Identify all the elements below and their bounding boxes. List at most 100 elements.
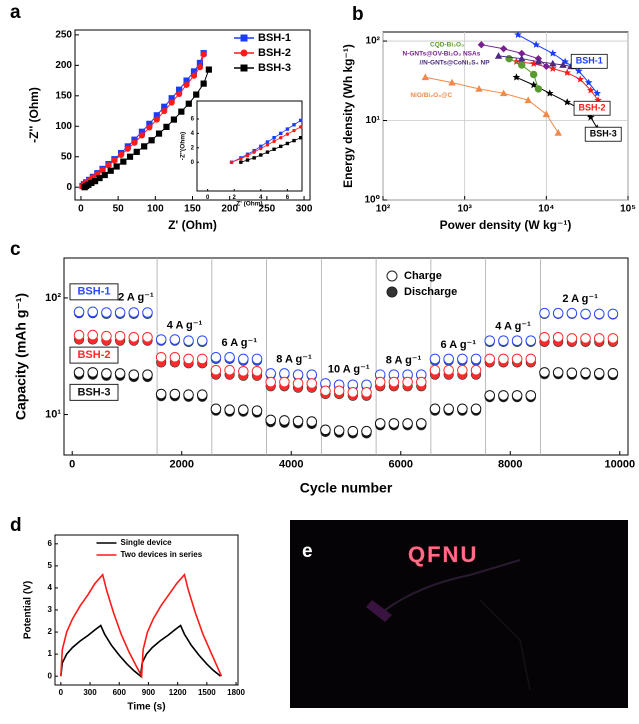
charge-point <box>73 306 85 318</box>
charge-point <box>196 335 208 346</box>
charge-point <box>593 367 605 379</box>
marker <box>559 61 567 68</box>
marker <box>272 139 276 144</box>
x-tick-label: 0 <box>59 688 64 697</box>
charge-point <box>402 376 413 388</box>
charge-point <box>580 333 591 344</box>
x-tick-label: 150 <box>184 204 201 215</box>
charge-point <box>470 364 482 376</box>
y-tick-label: 10¹ <box>45 408 61 420</box>
charge-point <box>457 364 468 376</box>
charge-point <box>142 369 153 380</box>
marker <box>200 80 207 87</box>
charge-point <box>128 369 140 380</box>
marker <box>542 62 550 71</box>
marker <box>105 162 112 169</box>
charge-point <box>539 331 550 343</box>
legend-label: Two devices in series <box>121 550 203 559</box>
charge-point <box>484 390 496 401</box>
rate-label: 6 A g⁻¹ <box>440 339 476 351</box>
marker <box>183 81 190 88</box>
marker <box>298 125 303 129</box>
charge-point <box>580 308 591 320</box>
marker <box>593 89 602 97</box>
rate-label: 4 A g⁻¹ <box>167 319 203 331</box>
marker <box>576 75 585 83</box>
label-box <box>69 346 119 364</box>
charge-point <box>114 330 126 342</box>
marker <box>259 153 263 157</box>
marker <box>196 64 204 71</box>
label-box <box>570 53 608 69</box>
y-tick-label: 10⁰ <box>364 195 380 206</box>
marker <box>146 124 153 131</box>
charge-point <box>142 331 153 343</box>
panel-letter: e <box>302 541 313 562</box>
marker <box>229 160 234 164</box>
charge-point <box>251 365 263 377</box>
plot-area <box>196 100 303 192</box>
photo-device <box>366 600 392 622</box>
y-tick-label: 150 <box>55 90 72 101</box>
marker <box>193 91 200 98</box>
y-tick-label: 10¹ <box>366 115 381 126</box>
x-tick-label: 10⁴ <box>538 204 554 215</box>
charge-point <box>539 367 550 378</box>
charge-point <box>429 403 441 415</box>
marker <box>153 116 160 123</box>
charge-point <box>238 365 249 377</box>
marker <box>272 136 276 140</box>
marker <box>298 136 303 140</box>
marker <box>532 40 540 48</box>
charge-point <box>292 378 304 389</box>
x-tick-label: 250 <box>259 204 276 215</box>
marker <box>563 98 571 106</box>
marker <box>545 89 554 97</box>
x-tick-label: 1500 <box>198 688 216 697</box>
charge-point <box>525 390 537 401</box>
charge-point <box>292 369 304 380</box>
legend-marker <box>386 270 398 282</box>
marker <box>500 45 508 53</box>
y-tick-label: 10² <box>45 292 61 304</box>
plot-area <box>54 534 239 686</box>
charge-point <box>443 364 454 376</box>
charge-point <box>415 418 427 429</box>
legend-label: Discharge <box>404 286 457 298</box>
charge-point <box>415 376 427 388</box>
charge-point <box>443 403 454 415</box>
y-tick-label: 100 <box>55 121 72 132</box>
marker <box>133 148 140 155</box>
marker <box>111 157 118 164</box>
charge-point <box>498 390 509 401</box>
y-axis-label: Potential (V) <box>23 581 34 639</box>
charge-point <box>607 367 619 379</box>
charge-point <box>101 330 112 342</box>
charge-point <box>607 308 619 320</box>
marker <box>549 59 557 67</box>
charge-point <box>306 369 318 380</box>
marker <box>148 137 155 144</box>
charge-point <box>484 335 496 346</box>
y-tick-label: 0 <box>48 671 53 680</box>
marker <box>285 132 290 136</box>
marker <box>118 151 125 159</box>
y-tick-label: 50 <box>61 151 73 162</box>
charge-point <box>566 367 578 379</box>
charge-point <box>196 353 208 365</box>
charge-point <box>169 388 181 400</box>
marker <box>265 143 270 147</box>
marker <box>200 51 207 58</box>
x-tick-label: 0 <box>69 459 75 471</box>
marker <box>292 128 296 133</box>
charge-point <box>238 353 249 365</box>
series-line <box>60 573 223 680</box>
marker <box>518 61 526 69</box>
charge-point <box>566 333 578 344</box>
y-tick-label: 1 <box>48 649 53 658</box>
label-box <box>69 283 119 301</box>
charge-point <box>470 403 482 415</box>
x-tick-label: 50 <box>113 204 125 215</box>
photo-wire <box>479 599 531 691</box>
charge-point <box>224 351 235 363</box>
